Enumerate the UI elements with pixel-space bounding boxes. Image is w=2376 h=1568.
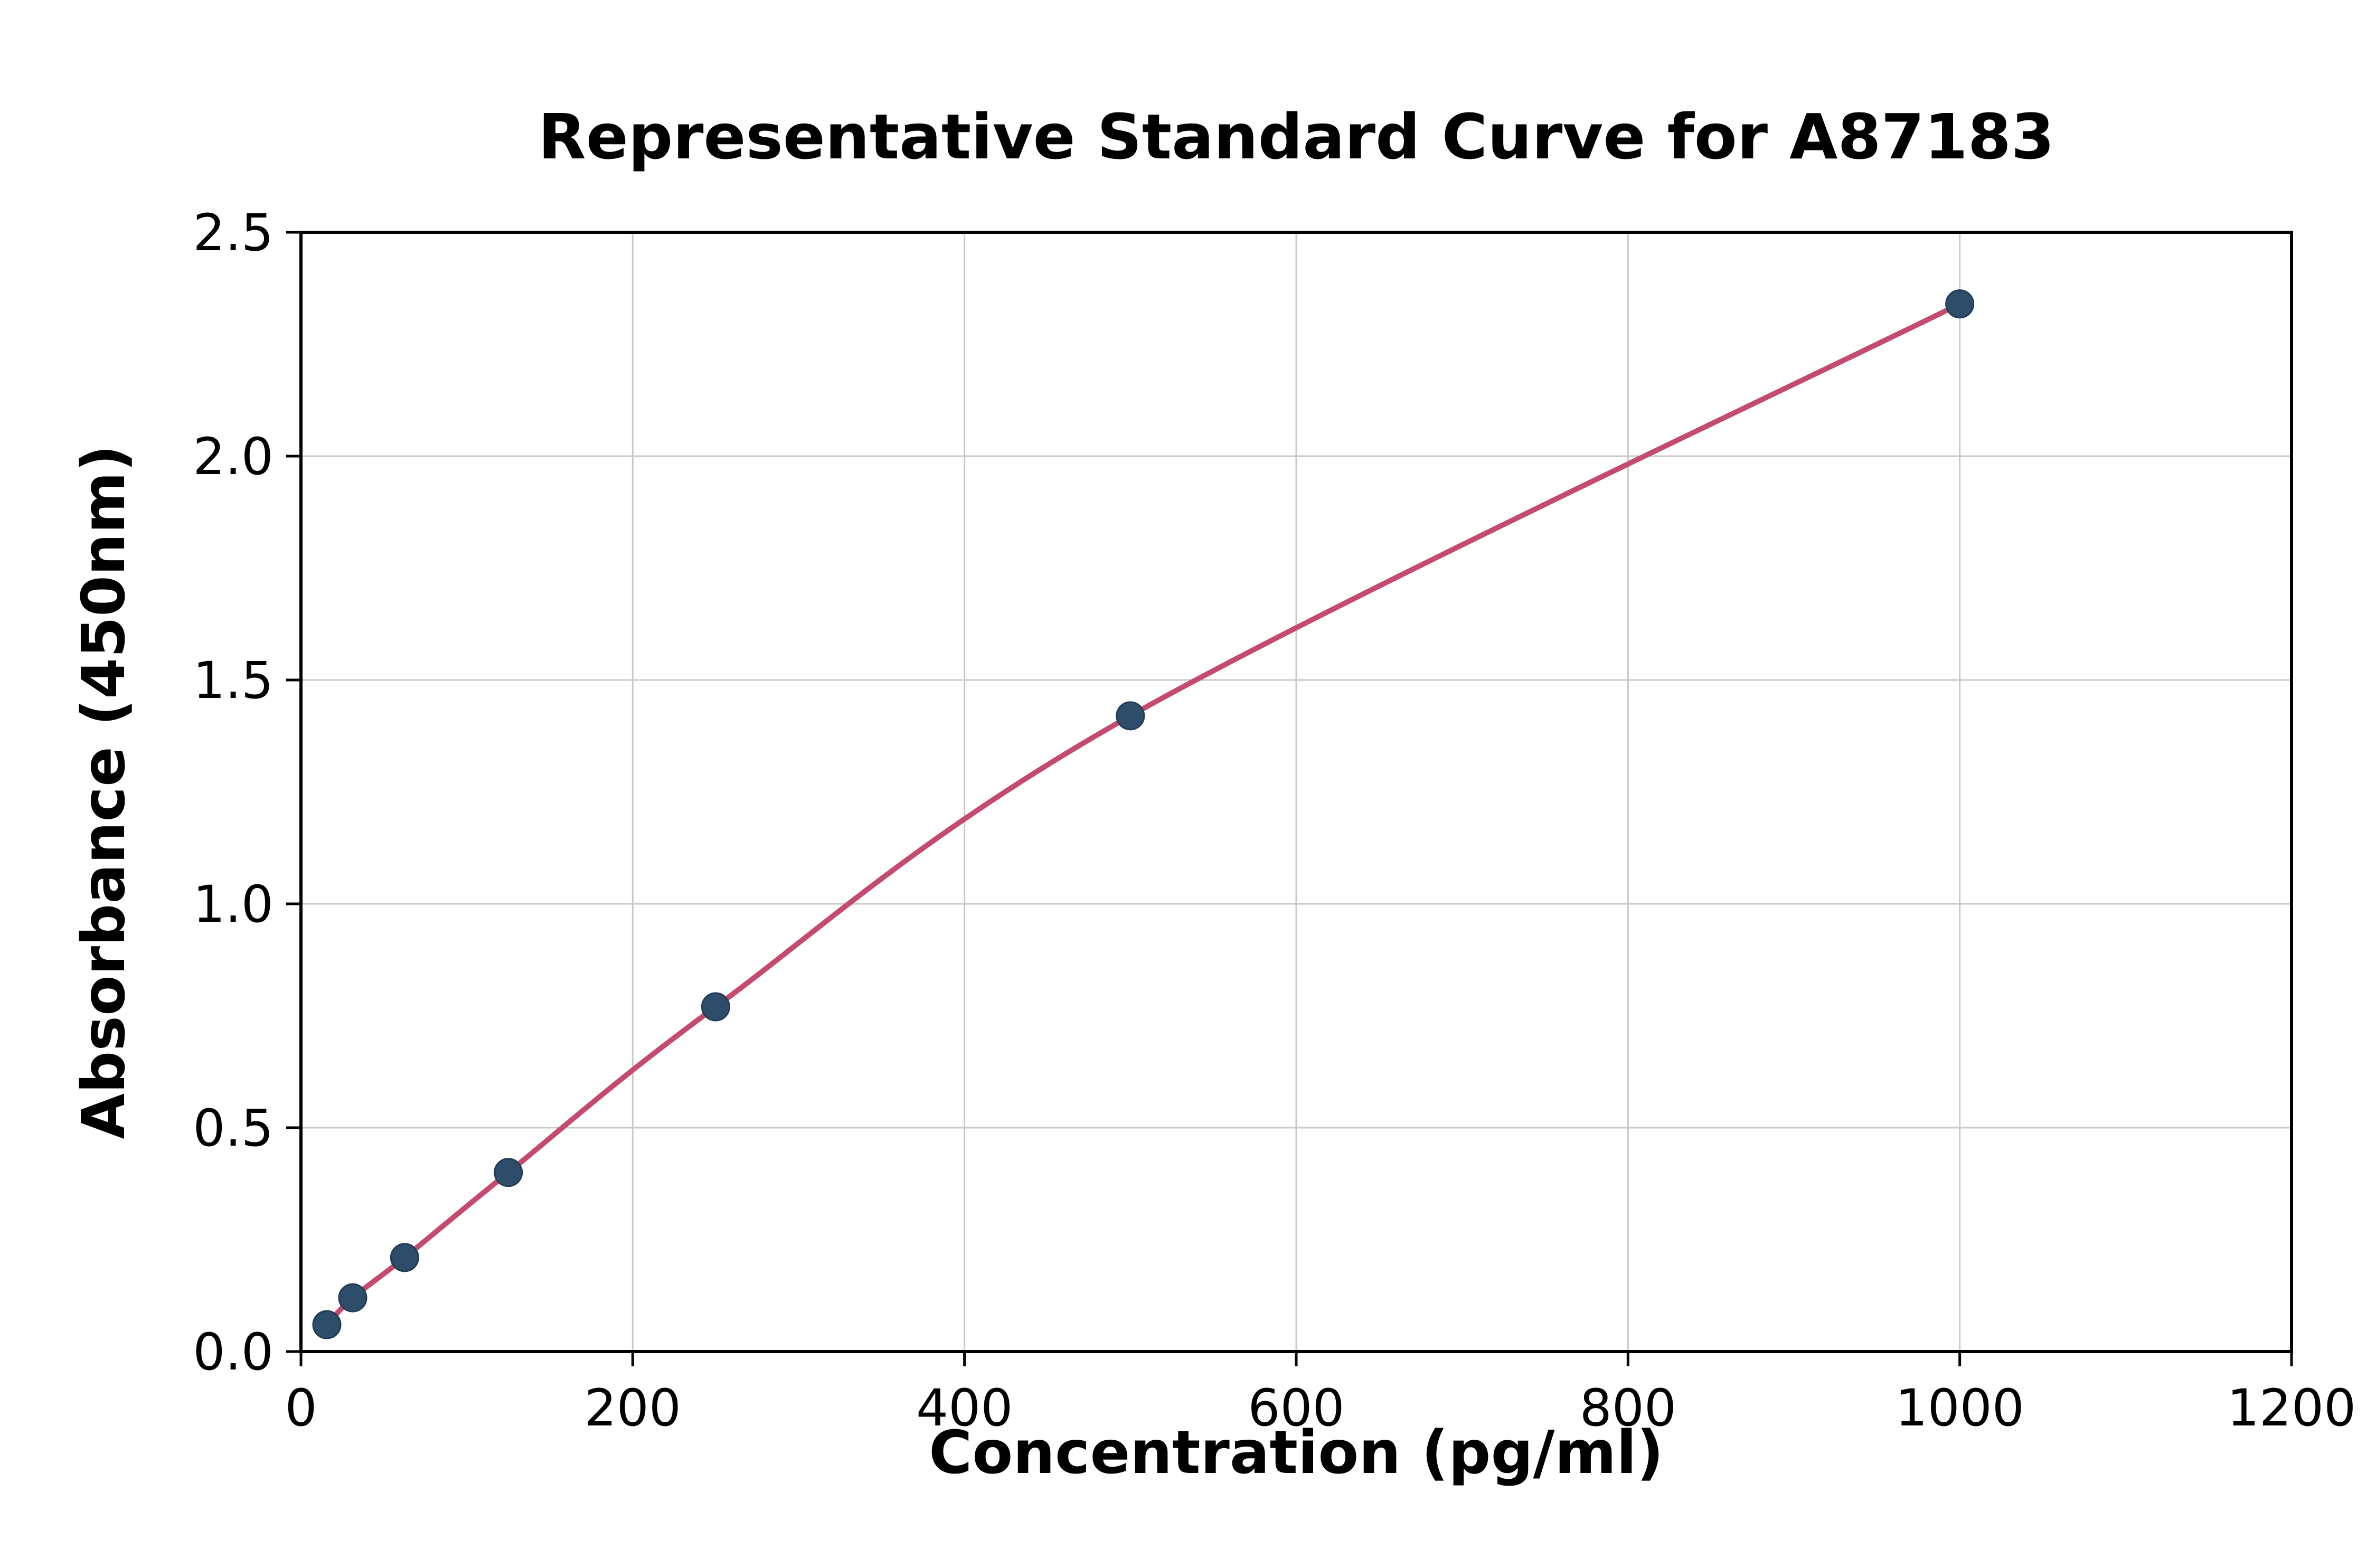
y-tick-label: 1.0 [193, 875, 274, 934]
x-tick-label: 800 [1580, 1378, 1676, 1438]
y-axis-label: Absorbance (450nm) [70, 445, 138, 1139]
data-point-marker [1945, 289, 1975, 319]
y-tick-label: 0.0 [193, 1323, 274, 1382]
data-point-marker [390, 1243, 419, 1272]
x-axis-label: Concentration (pg/ml) [929, 1419, 1664, 1487]
x-tick-label: 1200 [2227, 1378, 2356, 1438]
x-tick-label: 1000 [1896, 1378, 2024, 1438]
data-point-marker [312, 1310, 342, 1339]
data-point-marker [701, 992, 730, 1022]
chart-title: Representative Standard Curve for A87183 [538, 100, 2054, 173]
x-tick-label: 200 [584, 1378, 681, 1438]
plot-area: 0 200 400 600 800 1000 1200 0.0 0.5 1.0 1.5 2.0 2.5 [193, 203, 2356, 1438]
y-tick-label: 0.5 [193, 1099, 274, 1158]
data-point-marker [494, 1158, 523, 1187]
y-tick-label: 1.5 [193, 651, 274, 710]
data-point-marker [338, 1283, 367, 1312]
y-tick-label: 2.0 [193, 427, 274, 486]
x-tick-label: 400 [916, 1378, 1013, 1438]
x-tick-label: 600 [1248, 1378, 1344, 1438]
x-tick-label: 0 [285, 1378, 317, 1438]
y-tick-label: 2.5 [193, 203, 274, 262]
data-point-marker [1116, 701, 1145, 731]
